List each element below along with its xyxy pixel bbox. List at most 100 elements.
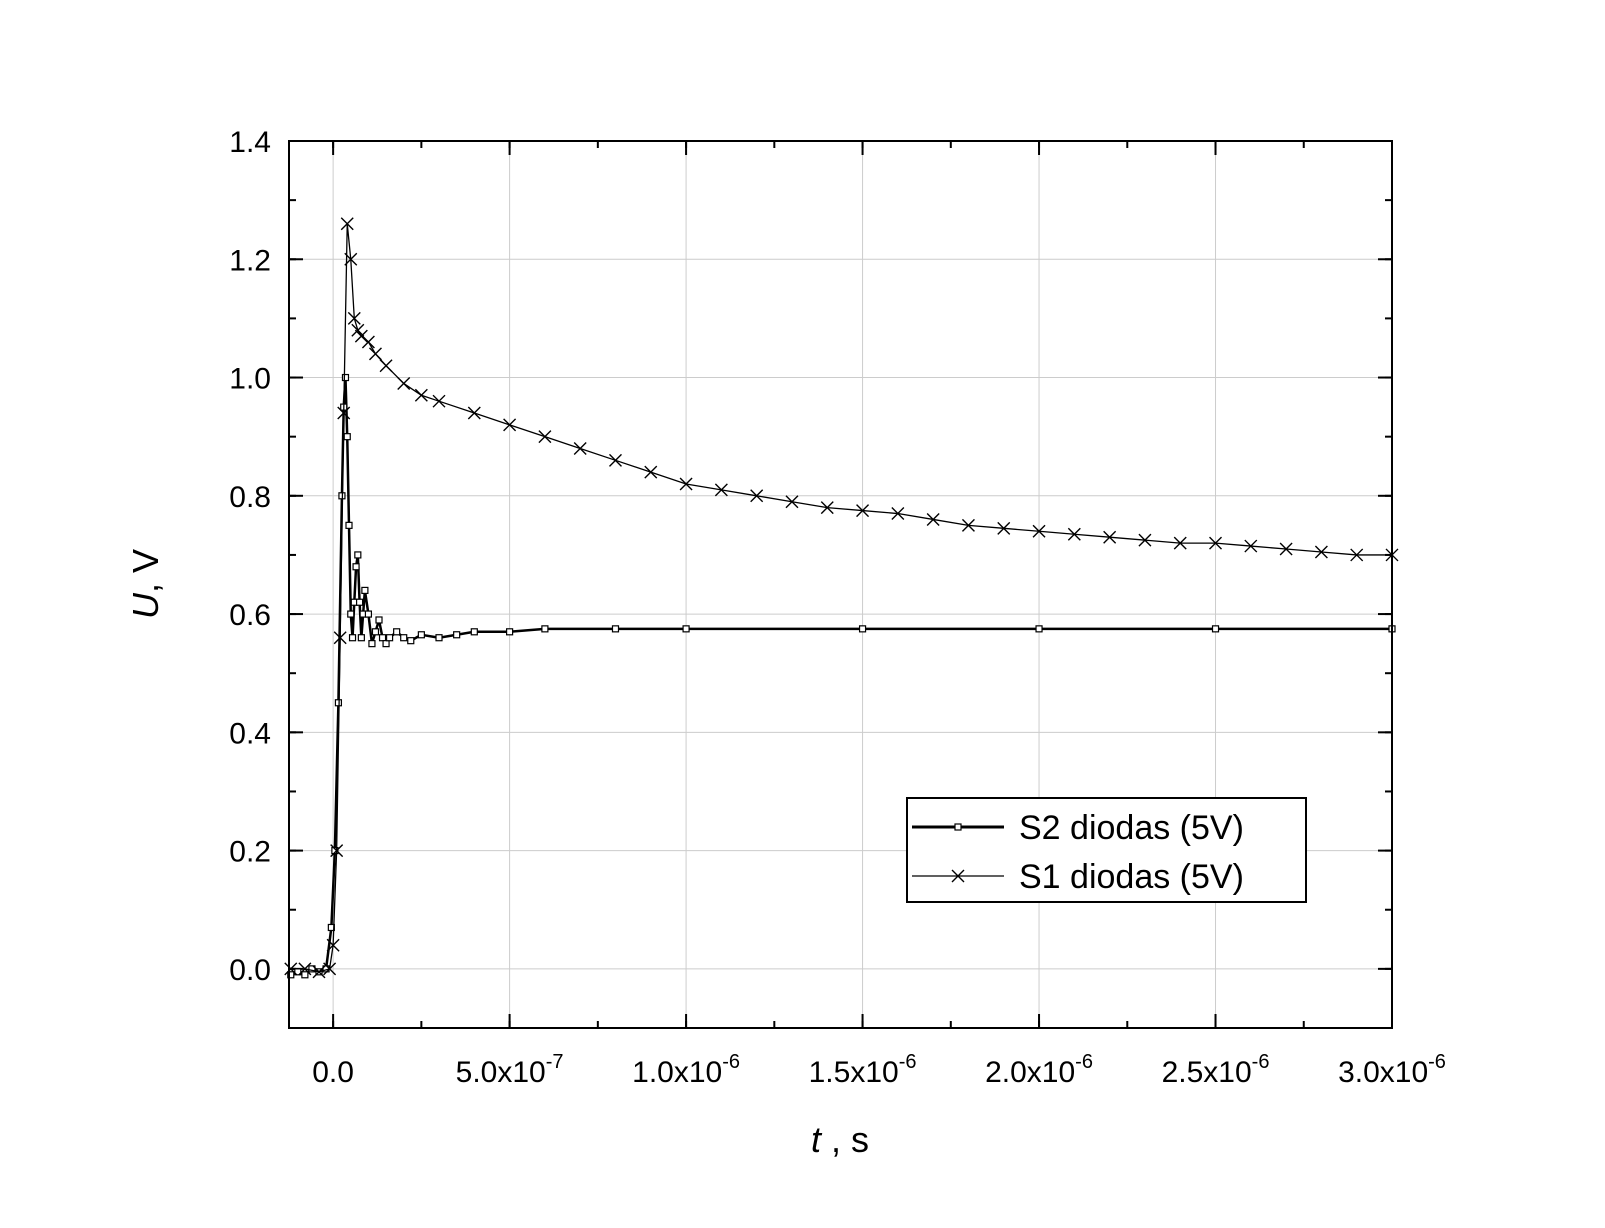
series-point xyxy=(417,631,425,639)
series-point xyxy=(1211,625,1220,633)
series-point xyxy=(347,610,355,618)
series-point xyxy=(1035,625,1043,633)
series-point xyxy=(1138,533,1152,547)
legend-item-1: S2 diodas (5V) xyxy=(912,809,1244,847)
plot-frame xyxy=(288,140,1393,1029)
series-point xyxy=(337,406,351,420)
series-point xyxy=(352,563,360,571)
series-point xyxy=(368,347,382,361)
series-point xyxy=(323,962,337,976)
y-axis-label-var: U xyxy=(125,592,166,619)
series-point xyxy=(820,501,834,515)
y-tick-label: 0.0 xyxy=(229,954,271,987)
series-point xyxy=(298,962,312,976)
series-point xyxy=(407,637,415,645)
series-point xyxy=(470,628,478,636)
series-point xyxy=(961,518,975,532)
x-tick-label: 0.0 xyxy=(312,1056,354,1089)
series-point xyxy=(856,504,870,518)
y-axis-label: U, V xyxy=(125,549,166,619)
series-point xyxy=(714,483,728,497)
x-axis-label: t , s xyxy=(811,1119,869,1160)
series-point xyxy=(361,335,375,349)
series-line xyxy=(290,223,1392,973)
series-point xyxy=(997,521,1011,535)
series-point xyxy=(301,971,309,979)
series-point xyxy=(284,962,298,976)
series-point xyxy=(355,598,364,606)
series-point xyxy=(354,329,368,343)
series-point xyxy=(432,394,446,408)
y-tick-label: 0.8 xyxy=(229,481,271,514)
series-point xyxy=(340,217,354,231)
series-point xyxy=(397,376,411,390)
y-tick-label: 1.2 xyxy=(229,244,271,277)
y-tick-label: 0.6 xyxy=(229,599,271,632)
x-tick-label: 2.5x10-6 xyxy=(1162,1051,1270,1089)
x-tick-label: 5.0x10-7 xyxy=(456,1051,564,1089)
series-point xyxy=(785,495,799,509)
series-point xyxy=(400,634,408,642)
series-point xyxy=(435,634,443,642)
series-point xyxy=(858,625,867,633)
x-tick-label: 3.0x10-6 xyxy=(1338,1051,1446,1089)
series-point xyxy=(538,430,552,444)
series-point xyxy=(379,359,393,373)
series-point xyxy=(354,551,362,559)
series-point xyxy=(1067,527,1081,541)
x-axis-label-var: t xyxy=(811,1119,823,1160)
series-point xyxy=(1173,536,1187,550)
series-point xyxy=(382,640,390,648)
series-point xyxy=(1103,530,1117,544)
y-tick-label: 1.0 xyxy=(229,363,271,396)
y-axis-label-unit: , V xyxy=(125,549,166,593)
y-tick-label: 0.2 xyxy=(229,836,271,869)
series-point xyxy=(750,489,764,503)
series-point xyxy=(343,433,351,441)
series-point xyxy=(312,965,326,979)
series-point xyxy=(333,631,347,645)
axis-ticks xyxy=(289,140,1393,1029)
series-2 xyxy=(284,217,1399,979)
series-point xyxy=(341,373,350,382)
series-point xyxy=(951,869,965,883)
legend-label: S2 diodas (5V) xyxy=(1019,809,1244,847)
series-point xyxy=(954,823,962,831)
series-point xyxy=(334,699,343,707)
series-point xyxy=(308,965,316,973)
series-point xyxy=(330,844,344,858)
x-tick-label: 2.0x10-6 xyxy=(985,1051,1093,1089)
series-point xyxy=(453,631,461,639)
series-point xyxy=(364,610,373,618)
series-point xyxy=(331,846,339,855)
series-point xyxy=(1032,524,1046,538)
series-point xyxy=(679,477,693,491)
series-point xyxy=(345,521,353,529)
series-point xyxy=(344,252,358,266)
series-point xyxy=(357,634,365,642)
series-point xyxy=(891,507,905,521)
series-point xyxy=(573,441,587,455)
x-tick-label: 1.5x10-6 xyxy=(809,1051,917,1089)
y-tick-label: 1.4 xyxy=(229,126,271,159)
series-point xyxy=(1244,539,1258,553)
series-point xyxy=(506,628,514,636)
series-point xyxy=(682,625,690,633)
legend-item-2: S1 diodas (5V) xyxy=(912,858,1244,896)
series-point xyxy=(644,465,658,479)
series-point xyxy=(1279,542,1293,556)
series-point xyxy=(368,640,376,648)
series-point xyxy=(467,406,481,420)
series-point xyxy=(414,388,428,402)
series-point xyxy=(503,418,517,432)
series-point xyxy=(385,634,394,642)
series-point xyxy=(1209,536,1223,550)
series-point xyxy=(1314,545,1328,559)
series-point xyxy=(371,628,380,636)
y-tick-label: 0.4 xyxy=(229,717,271,750)
series-point xyxy=(287,971,295,979)
series-point xyxy=(375,616,383,624)
series-point xyxy=(347,311,361,325)
series-point xyxy=(351,323,365,337)
